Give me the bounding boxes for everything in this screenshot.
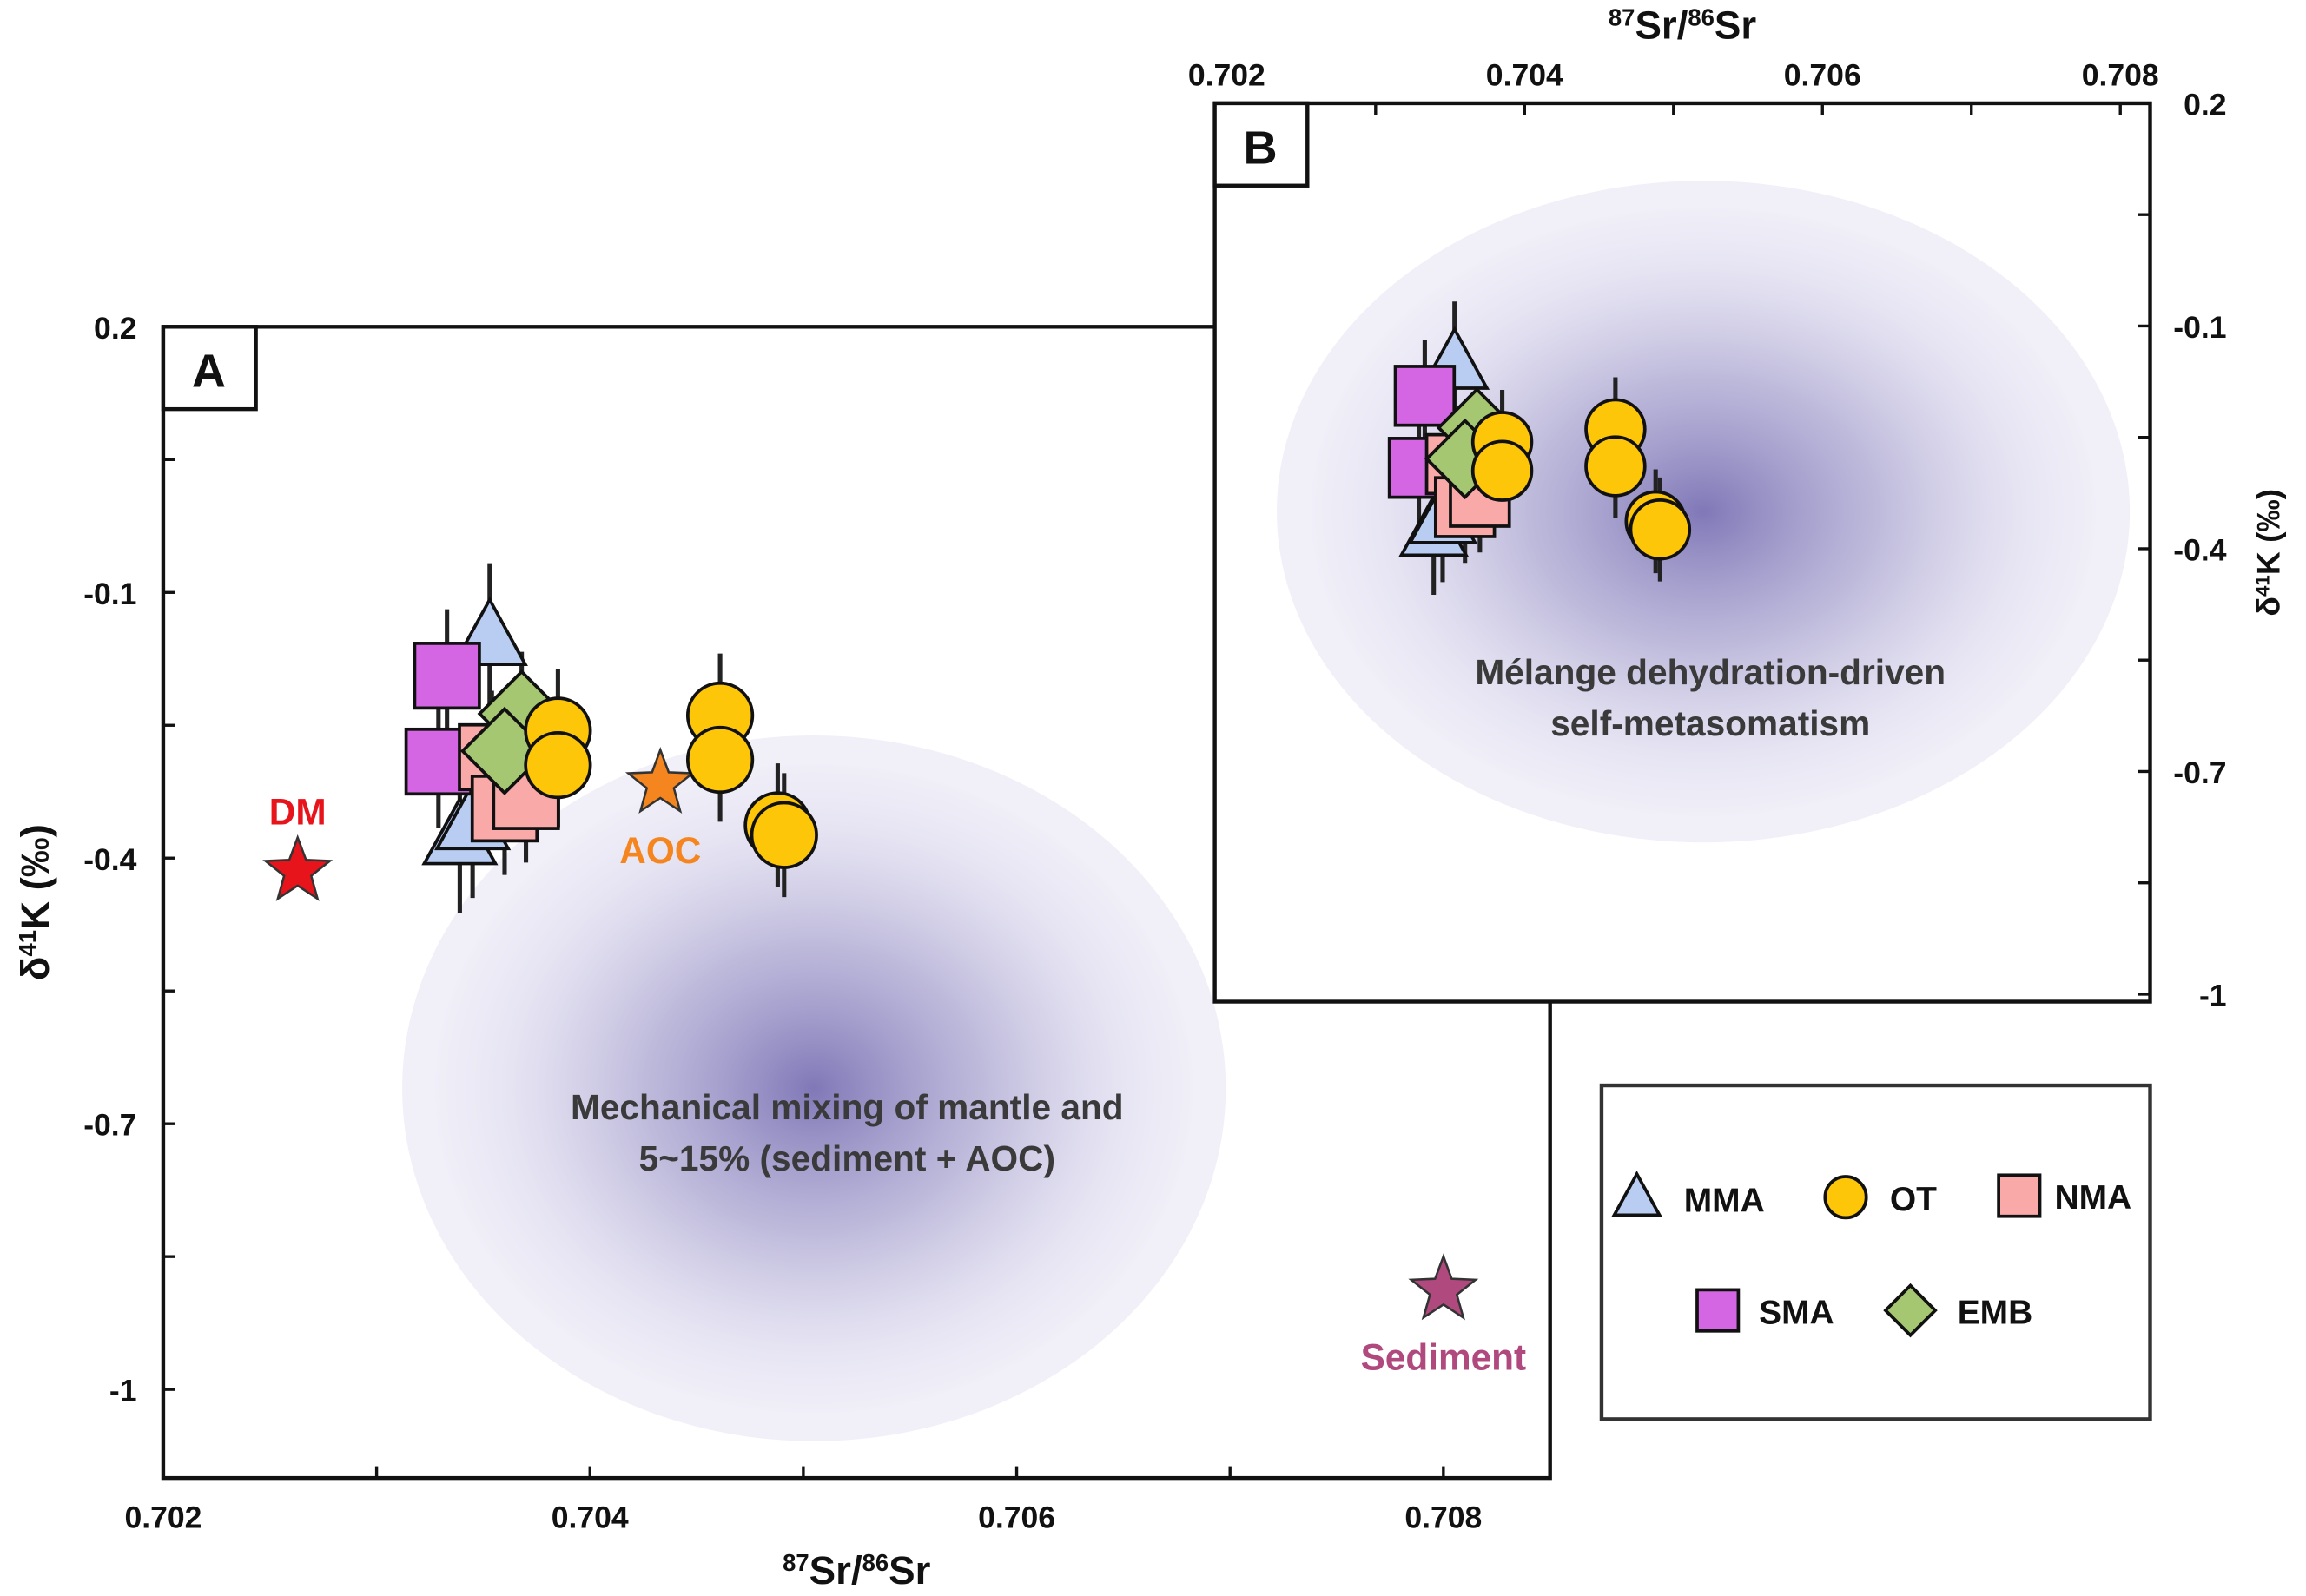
x-tick-label: 0.702 [124, 1500, 202, 1535]
panel-label: B [1244, 122, 1278, 174]
y-tick-label: 0.2 [2184, 87, 2226, 122]
data-point-ot [524, 731, 592, 800]
legend-label: MMA [1684, 1183, 1765, 1220]
legend-marker-mma [1611, 1171, 1662, 1217]
panel-label-box [1212, 101, 1310, 188]
superscript: 41 [2251, 575, 2273, 597]
x-axis-title: 87Sr/86Sr [1609, 3, 1756, 47]
label-text: δ [2250, 597, 2287, 617]
label-text: Sr [889, 1548, 930, 1593]
legend-marker-emb [1883, 1283, 1938, 1338]
endmember-star-dm [262, 834, 334, 901]
legend-label: SMA [1759, 1294, 1834, 1331]
panel-b: Mélange dehydration-driven self-metasomat… [1188, 3, 2287, 1012]
superscript: 86 [862, 1549, 889, 1576]
legend-marker-nma [1997, 1173, 2042, 1218]
density-region [435, 763, 1193, 1414]
data-point-sma [413, 642, 481, 710]
endmember-star-sediment [1408, 1253, 1479, 1321]
endmember-label: AOC [619, 830, 701, 871]
y-tick-label: -0.7 [83, 1108, 136, 1143]
superscript: 41 [13, 930, 40, 957]
data-point-ot [685, 725, 755, 795]
data-point-ot [1629, 498, 1692, 561]
y-tick-label: -0.4 [83, 842, 136, 877]
x-tick-label: 0.708 [1404, 1500, 1482, 1535]
x-tick-label: 0.704 [552, 1500, 629, 1535]
data-point-ot [1584, 435, 1647, 498]
legend-box [1599, 1083, 2152, 1421]
superscript: 86 [1688, 3, 1715, 30]
data-point-ot [750, 801, 818, 869]
legend-label: OT [1890, 1181, 1937, 1218]
label-text: δ [13, 957, 57, 981]
superscript: 87 [1609, 3, 1635, 30]
plot-frame [1212, 101, 2152, 1004]
x-axis-title: 87Sr/86Sr [783, 1548, 930, 1593]
y-tick-label: -0.4 [2173, 532, 2226, 567]
endmember-star-aoc [624, 746, 696, 814]
x-tick-label: 0.708 [2082, 58, 2159, 93]
label-text: Sr/ [809, 1548, 862, 1593]
panel-label-box [161, 325, 258, 412]
label-text: K (‰) [13, 824, 57, 930]
endmember-label: Sediment [1361, 1336, 1527, 1377]
y-axis-title: δ41K (‰) [2250, 489, 2287, 617]
region-label: Mélange dehydration-driven [1475, 652, 1946, 692]
x-tick-label: 0.706 [978, 1500, 1055, 1535]
endmember-label: DM [269, 791, 327, 832]
x-tick-label: 0.706 [1784, 58, 1861, 93]
region-label: 5~15% (sediment + AOC) [639, 1138, 1055, 1178]
legend: MMA OT NMA SMA EMB [1599, 1083, 2152, 1421]
legend-label: EMB [1958, 1294, 2033, 1331]
y-tick-label: -1 [2199, 979, 2227, 1013]
label-text: K (‰) [2250, 489, 2287, 575]
legend-label: NMA [2054, 1179, 2131, 1217]
y-tick-label: -0.7 [2173, 755, 2226, 790]
superscript: 87 [783, 1549, 809, 1576]
region-label: self-metasomatism [1550, 703, 1870, 743]
data-point-ot [1470, 439, 1534, 502]
y-tick-label: -1 [109, 1374, 137, 1408]
legend-marker-sma [1695, 1288, 1741, 1333]
region-label: Mechanical mixing of mantle and [571, 1087, 1124, 1127]
y-axis-title: δ41K (‰) [13, 824, 57, 980]
label-text: Sr/ [1635, 3, 1688, 47]
y-tick-label: -0.1 [83, 577, 136, 611]
x-tick-label: 0.704 [1486, 58, 1563, 93]
y-tick-label: 0.2 [94, 311, 136, 346]
label-text: Sr [1715, 3, 1756, 47]
x-tick-label: 0.702 [1188, 58, 1265, 93]
legend-marker-ot [1823, 1175, 1868, 1220]
panel-label: A [192, 346, 226, 398]
data-point-sma [1393, 365, 1457, 427]
y-tick-label: -0.1 [2173, 310, 2226, 345]
density-region [1311, 207, 2096, 816]
